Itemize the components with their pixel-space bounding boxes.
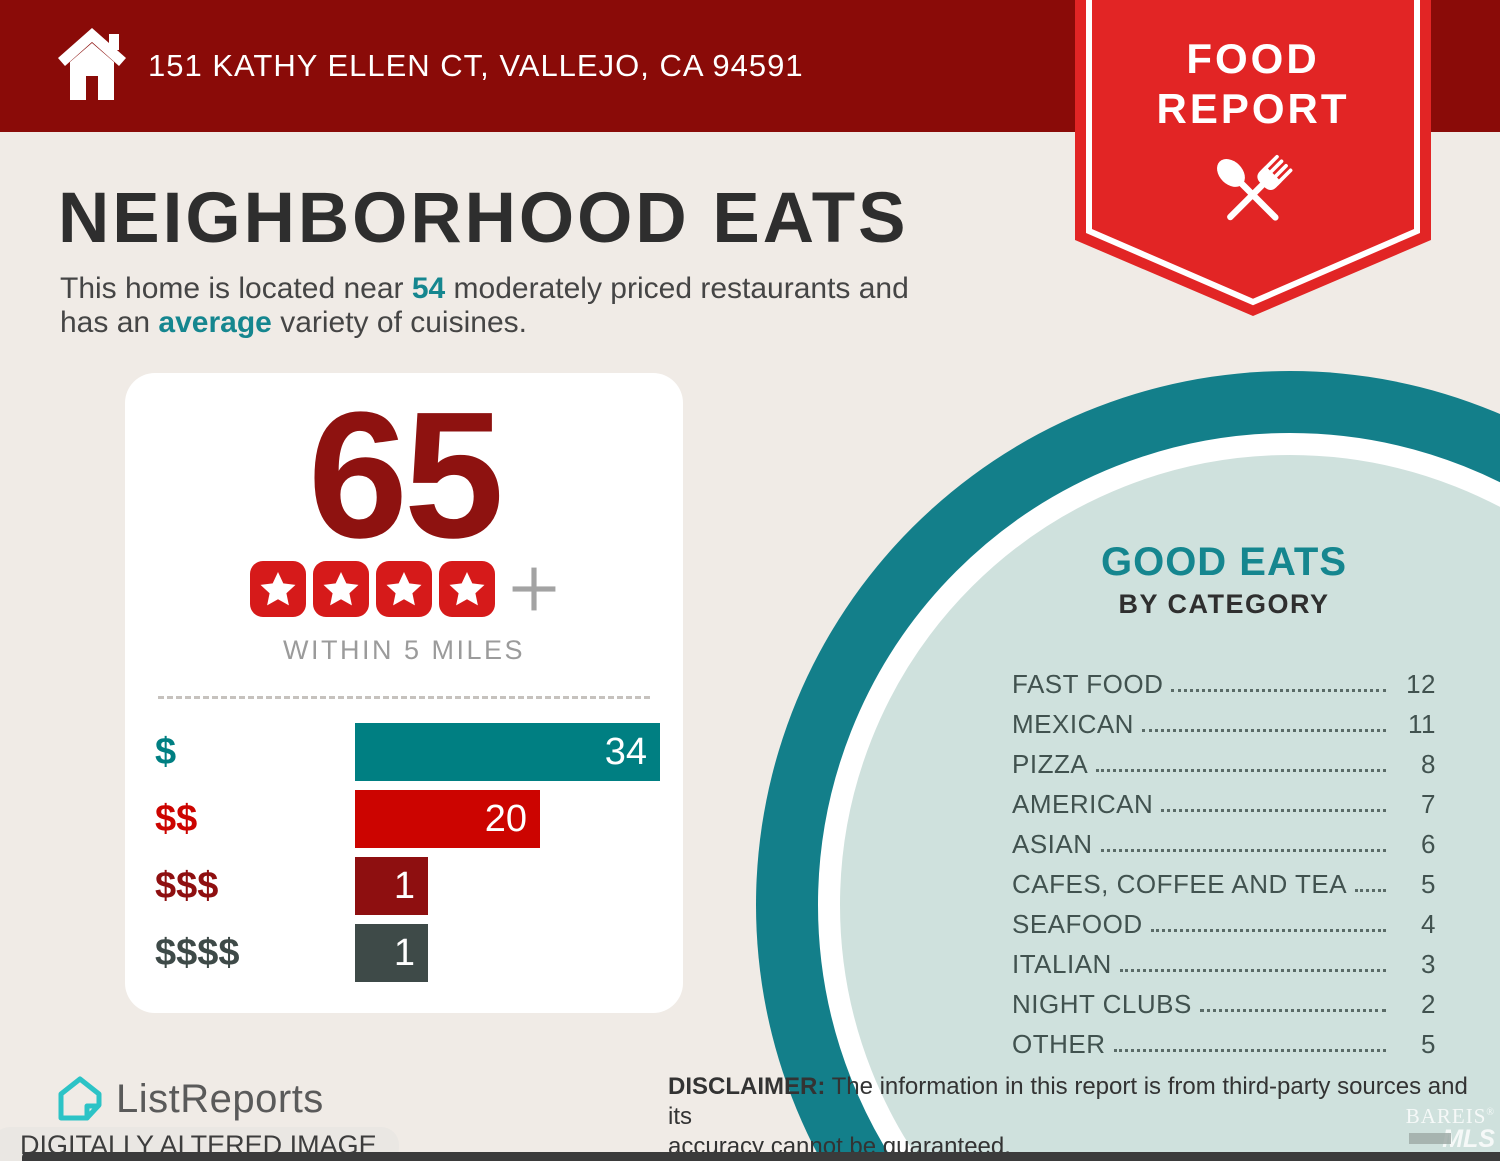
category-label: SEAFOOD: [1012, 909, 1143, 939]
price-tier-label: $$: [155, 797, 198, 840]
restaurant-score: 65: [307, 375, 504, 576]
summary-part2: moderately priced restaurants and: [445, 272, 909, 305]
ribbon-line-1: FOOD: [1186, 35, 1320, 82]
star-icon: [313, 560, 369, 622]
dotted-leader: [1171, 689, 1386, 692]
category-label: CAFES, COFFEE AND TEA: [1012, 869, 1348, 899]
category-row: ASIAN 6: [1012, 824, 1436, 864]
price-chart-row: $$$$ 1: [155, 924, 683, 982]
dotted-leader: [1161, 809, 1386, 812]
summary-part3: has an: [60, 306, 159, 339]
category-count: 5: [1421, 869, 1436, 899]
watermark-bar: [1409, 1133, 1451, 1144]
price-bar: 20: [355, 790, 540, 848]
category-row: FAST FOOD 12: [1012, 664, 1436, 704]
price-chart-row: $$$ 1: [155, 857, 683, 915]
page-title: NEIGHBORHOOD EATS: [58, 179, 909, 258]
category-count: 4: [1421, 909, 1436, 939]
star-icon: [439, 560, 495, 622]
category-row: MEXICAN 11: [1012, 704, 1436, 744]
category-row: SEAFOOD 4: [1012, 904, 1436, 944]
bareis-mls-watermark: BAREIS® MLS: [1405, 1104, 1495, 1154]
listreports-house-icon: [58, 1076, 102, 1121]
category-label: AMERICAN: [1012, 789, 1154, 819]
dotted-leader: [1150, 929, 1386, 932]
category-row: CAFES, COFFEE AND TEA 5: [1012, 864, 1436, 904]
dotted-leader: [1141, 729, 1386, 732]
watermark-mls: MLS: [1442, 1125, 1495, 1153]
price-bar-value: 1: [393, 931, 415, 974]
price-bar: 1: [355, 857, 428, 915]
dashed-divider: [158, 696, 650, 699]
food-report-ribbon: FOOD REPORT: [1075, 0, 1431, 322]
spoon-fork-icon: [1217, 154, 1293, 221]
summary-part4: variety of cuisines.: [271, 306, 527, 339]
house-icon: [58, 28, 126, 100]
category-count: 7: [1421, 789, 1436, 819]
category-count: 8: [1421, 749, 1436, 779]
watermark-brand: BAREIS: [1405, 1104, 1487, 1128]
price-bar-value: 34: [604, 730, 647, 773]
dotted-leader: [1096, 769, 1386, 772]
summary-part1: This home is located near: [60, 272, 412, 305]
category-count: 12: [1406, 669, 1436, 699]
price-tier-label: $: [155, 730, 177, 773]
category-row: PIZZA 8: [1012, 744, 1436, 784]
star-rating: [125, 560, 683, 622]
category-label: OTHER: [1012, 1029, 1106, 1059]
category-row: ITALIAN 3: [1012, 944, 1436, 984]
ribbon-line-2: REPORT: [1156, 85, 1350, 132]
dotted-leader: [1119, 969, 1386, 972]
price-bar: 34: [355, 723, 660, 781]
listreports-wordmark: ListReports: [116, 1076, 324, 1121]
dotted-leader: [1199, 1009, 1386, 1012]
restaurant-count: 54: [411, 272, 446, 305]
dotted-leader: [1355, 889, 1386, 892]
category-list: FAST FOOD 12 MEXICAN 11 PIZZA 8 AMERICAN 7 ASIAN…: [1012, 664, 1436, 1064]
category-label: NIGHT CLUBS: [1012, 989, 1192, 1019]
category-count: 3: [1421, 949, 1436, 979]
price-bar-value: 1: [393, 864, 415, 907]
category-count: 2: [1421, 989, 1436, 1019]
variety-highlight: average: [158, 306, 272, 339]
star-icon: [376, 560, 432, 622]
good-eats-subtitle: BY CATEGORY: [1118, 589, 1330, 619]
price-tier-label: $$$: [155, 864, 219, 907]
category-row: AMERICAN 7: [1012, 784, 1436, 824]
property-address: 151 KATHY ELLEN CT, VALLEJO, CA 94591: [148, 48, 804, 83]
ribbon-title: FOOD REPORT: [1075, 34, 1431, 134]
category-label: PIZZA: [1012, 749, 1089, 779]
star-icon: [250, 560, 306, 622]
plus-icon: [502, 565, 558, 618]
disclaimer-label: DISCLAIMER:: [668, 1073, 826, 1100]
price-chart-row: $34: [155, 723, 683, 781]
category-count: 6: [1421, 829, 1436, 859]
category-count: 5: [1421, 1029, 1436, 1059]
category-row: NIGHT CLUBS 2: [1012, 984, 1436, 1024]
price-bar-value: 20: [484, 797, 527, 840]
price-bar: 1: [355, 924, 428, 982]
price-chart-row: $$ 20: [155, 790, 683, 848]
watermark-registered-mark: ®: [1486, 1107, 1495, 1118]
within-miles-label: WITHIN 5 MILES: [282, 635, 526, 665]
good-eats-panel: GOOD EATS BY CATEGORY FAST FOOD 12 MEXICAN…: [1012, 540, 1436, 1064]
dotted-leader: [1100, 849, 1386, 852]
price-tier-label: $$$$: [155, 931, 240, 974]
dotted-leader: [1113, 1049, 1386, 1052]
category-label: FAST FOOD: [1012, 669, 1164, 699]
category-row: OTHER 5: [1012, 1024, 1436, 1064]
score-card: 65 WITHIN 5 MILES $34 $$ 20 $$$ 1 $$$$ 1: [125, 373, 683, 1013]
price-bar-chart: $34 $$ 20 $$$ 1 $$$$ 1: [125, 723, 683, 982]
category-label: ITALIAN: [1012, 949, 1112, 979]
summary-text: This home is located near 54 moderately …: [60, 272, 1070, 340]
disclaimer-text: DISCLAIMER: The information in this repo…: [668, 1072, 1468, 1161]
category-count: 11: [1408, 709, 1436, 739]
good-eats-title: GOOD EATS: [1100, 540, 1348, 584]
category-label: ASIAN: [1012, 829, 1093, 859]
disclaimer-line1: The information in this report is from t…: [668, 1073, 1468, 1130]
bottom-edge-bar: [22, 1152, 1500, 1161]
listreports-logo: ListReports: [56, 1074, 324, 1124]
category-label: MEXICAN: [1012, 709, 1134, 739]
